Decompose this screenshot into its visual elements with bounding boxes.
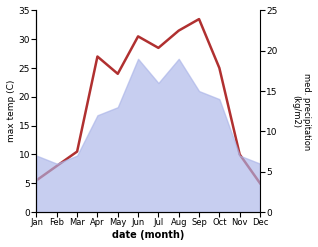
X-axis label: date (month): date (month)	[112, 230, 184, 240]
Y-axis label: med. precipitation
(kg/m2): med. precipitation (kg/m2)	[292, 73, 311, 150]
Y-axis label: max temp (C): max temp (C)	[7, 80, 16, 143]
